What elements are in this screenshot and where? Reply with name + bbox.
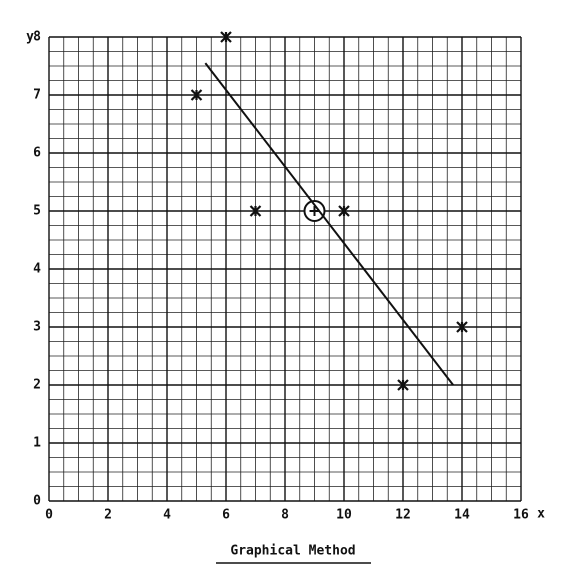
- point: [397, 379, 409, 391]
- y-tick-label: 2: [33, 378, 41, 393]
- fit-line: [204, 62, 454, 386]
- point: [338, 205, 350, 217]
- mean-point: [303, 200, 326, 222]
- chart-title: Graphical Method: [230, 544, 355, 559]
- point: [190, 89, 203, 101]
- y-tick-label: 7: [33, 88, 41, 103]
- y-tick-label: 8: [33, 30, 41, 45]
- y-tick-label: 4: [33, 262, 41, 277]
- point: [249, 205, 262, 217]
- point: [456, 321, 468, 333]
- x-tick-label: 8: [281, 508, 289, 523]
- y-tick-label: 0: [33, 494, 41, 509]
- x-tick-label: 10: [336, 508, 352, 523]
- y-tick-label: 5: [33, 204, 41, 219]
- y-tick-label: 3: [33, 320, 41, 335]
- x-tick-label: 6: [222, 508, 230, 523]
- x-tick-label: 4: [163, 508, 171, 523]
- x-tick-label: 0: [45, 508, 53, 523]
- point: [220, 31, 232, 43]
- y-axis-label: y: [26, 30, 34, 45]
- x-axis-label: x: [537, 507, 545, 522]
- y-tick-label: 1: [33, 436, 41, 451]
- x-tick-label: 12: [395, 508, 411, 523]
- x-tick-label: 2: [104, 508, 112, 523]
- y-tick-label: 6: [33, 146, 41, 161]
- x-tick-label: 14: [454, 508, 470, 523]
- x-tick-label: 16: [513, 508, 529, 523]
